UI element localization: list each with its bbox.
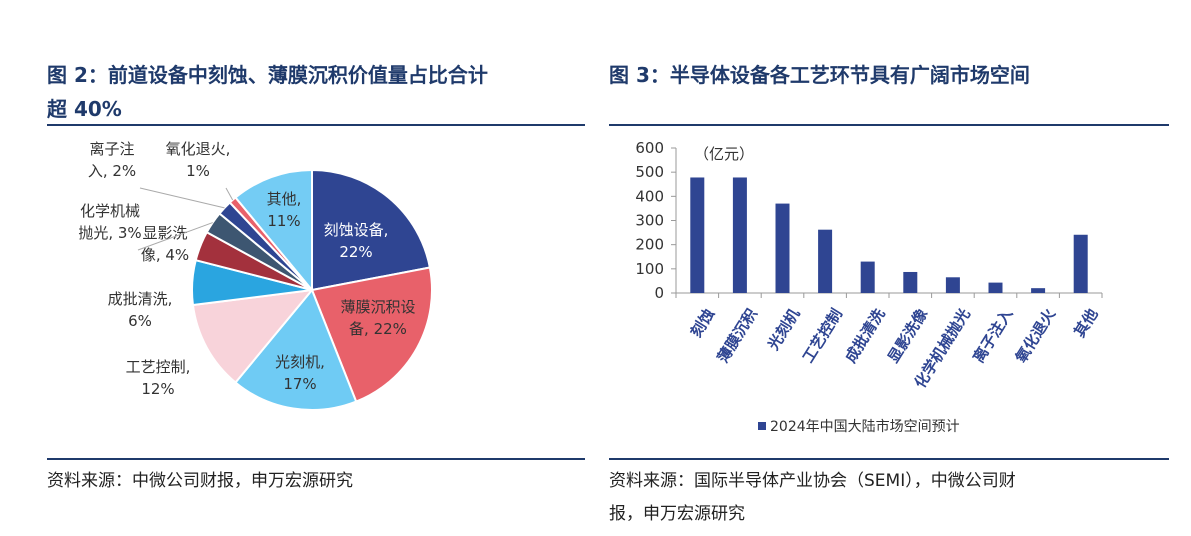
bar-0 bbox=[690, 177, 705, 293]
pie-top-rule bbox=[47, 124, 585, 126]
bar-legend-label: 2024年中国大陆市场空间预计 bbox=[770, 418, 960, 435]
bar-y-tick-4: 400 bbox=[635, 187, 664, 205]
pie-slice-9 bbox=[234, 168, 313, 293]
bar-1 bbox=[732, 177, 747, 293]
bar-unit-label: （亿元） bbox=[694, 145, 754, 163]
bar-x-label-8: 氧化退火 bbox=[1011, 305, 1059, 367]
bar-y-tick-6: 600 bbox=[635, 139, 664, 157]
bar-6 bbox=[945, 277, 960, 293]
bar-3 bbox=[818, 229, 833, 293]
bar-x-label-0: 刻蚀 bbox=[687, 306, 718, 341]
pie-value-4: 6% bbox=[128, 312, 152, 330]
bar-y-tick-2: 200 bbox=[635, 236, 664, 254]
pie-leader-6 bbox=[137, 222, 213, 251]
pie-label-7: 离子注 bbox=[89, 140, 134, 158]
bar-2 bbox=[775, 203, 790, 293]
pie-value-2: 17% bbox=[283, 375, 316, 393]
bar-title: 图 3：半导体设备各工艺环节具有广阔市场空间 bbox=[609, 63, 1030, 87]
pie-slice-0 bbox=[311, 168, 432, 292]
pie-leader-7 bbox=[139, 187, 225, 209]
pie-value-7: 入, 2% bbox=[88, 162, 136, 180]
pie-label-6: 化学机械 bbox=[80, 202, 140, 220]
bar-5 bbox=[903, 271, 918, 293]
pie-value-6: 抛光, 3% bbox=[78, 224, 141, 242]
bar-bottom-rule bbox=[609, 458, 1169, 460]
bar-x-label-1: 薄膜沉积 bbox=[714, 306, 761, 366]
bar-source-line1: 资料来源：国际半导体产业协会（SEMI），中微公司财 bbox=[609, 471, 1016, 491]
bar-source-line2: 报，申万宏源研究 bbox=[609, 504, 745, 524]
bar-x-label-9: 其他 bbox=[1070, 306, 1101, 341]
pie-source: 资料来源：中微公司财报，申万宏源研究 bbox=[47, 471, 353, 491]
pie-label-4: 成批清洗, bbox=[108, 290, 173, 308]
bar-x-label-2: 光刻机 bbox=[764, 306, 804, 355]
pie-value-5: 像, 4% bbox=[141, 246, 189, 264]
pie-label-2: 光刻机, bbox=[275, 353, 325, 371]
bar-legend-swatch bbox=[758, 422, 766, 430]
pie-slice-3 bbox=[191, 288, 315, 384]
pie-label-8: 氧化退火, bbox=[166, 140, 231, 158]
bar-x-label-4: 成批清洗 bbox=[842, 306, 889, 366]
left-figure: 图 2：前道设备中刻蚀、薄膜沉积价值量占比合计 超 40% 刻蚀设备, 22% 薄膜… bbox=[0, 0, 590, 536]
bar-x-label-3: 工艺控制 bbox=[799, 306, 846, 366]
pie-value-3: 12% bbox=[141, 380, 174, 398]
pie-label-5: 显影洗 bbox=[142, 224, 187, 242]
pie-bottom-rule bbox=[47, 458, 585, 460]
pie-value-9: 11% bbox=[267, 212, 300, 230]
pie-label-1: 薄膜沉积设 bbox=[340, 298, 415, 316]
pie-label-0: 刻蚀设备, bbox=[324, 221, 389, 239]
pie-title-line1: 图 2：前道设备中刻蚀、薄膜沉积价值量占比合计 bbox=[47, 63, 488, 87]
pie-value-1: 备, 22% bbox=[349, 320, 407, 338]
pie-title: 图 2：前道设备中刻蚀、薄膜沉积价值量占比合计 超 40% bbox=[47, 58, 488, 126]
bar-y-tick-1: 100 bbox=[635, 260, 664, 278]
bar-y-tick-3: 300 bbox=[635, 212, 664, 230]
right-figure: 图 3：半导体设备各工艺环节具有广阔市场空间 0 100 200 300 400 500 6… bbox=[590, 0, 1191, 536]
bar-7 bbox=[988, 282, 1003, 293]
pie-title-line2: 超 40% bbox=[47, 97, 122, 121]
bar-8 bbox=[1031, 288, 1046, 293]
bar-x-label-5: 显影洗像 bbox=[884, 305, 932, 366]
bar-source: 资料来源：国际半导体产业协会（SEMI），中微公司财 报，申万宏源研究 bbox=[609, 465, 1016, 531]
bar-x-label-7: 离子注入 bbox=[969, 306, 1016, 366]
bar-y-tick-5: 500 bbox=[635, 163, 664, 181]
bar-y-tick-0: 0 bbox=[654, 284, 664, 302]
pie-label-3: 工艺控制, bbox=[126, 358, 191, 376]
pie-slice-2 bbox=[234, 288, 358, 411]
pie-leader-8 bbox=[225, 187, 234, 201]
bar-9 bbox=[1073, 234, 1088, 293]
bar-4 bbox=[860, 261, 875, 293]
pie-value-0: 22% bbox=[339, 243, 372, 261]
bar-top-rule bbox=[609, 124, 1169, 126]
pie-slice-1 bbox=[310, 266, 433, 403]
pie-value-8: 1% bbox=[186, 162, 210, 180]
pie-label-9: 其他, bbox=[267, 190, 302, 208]
